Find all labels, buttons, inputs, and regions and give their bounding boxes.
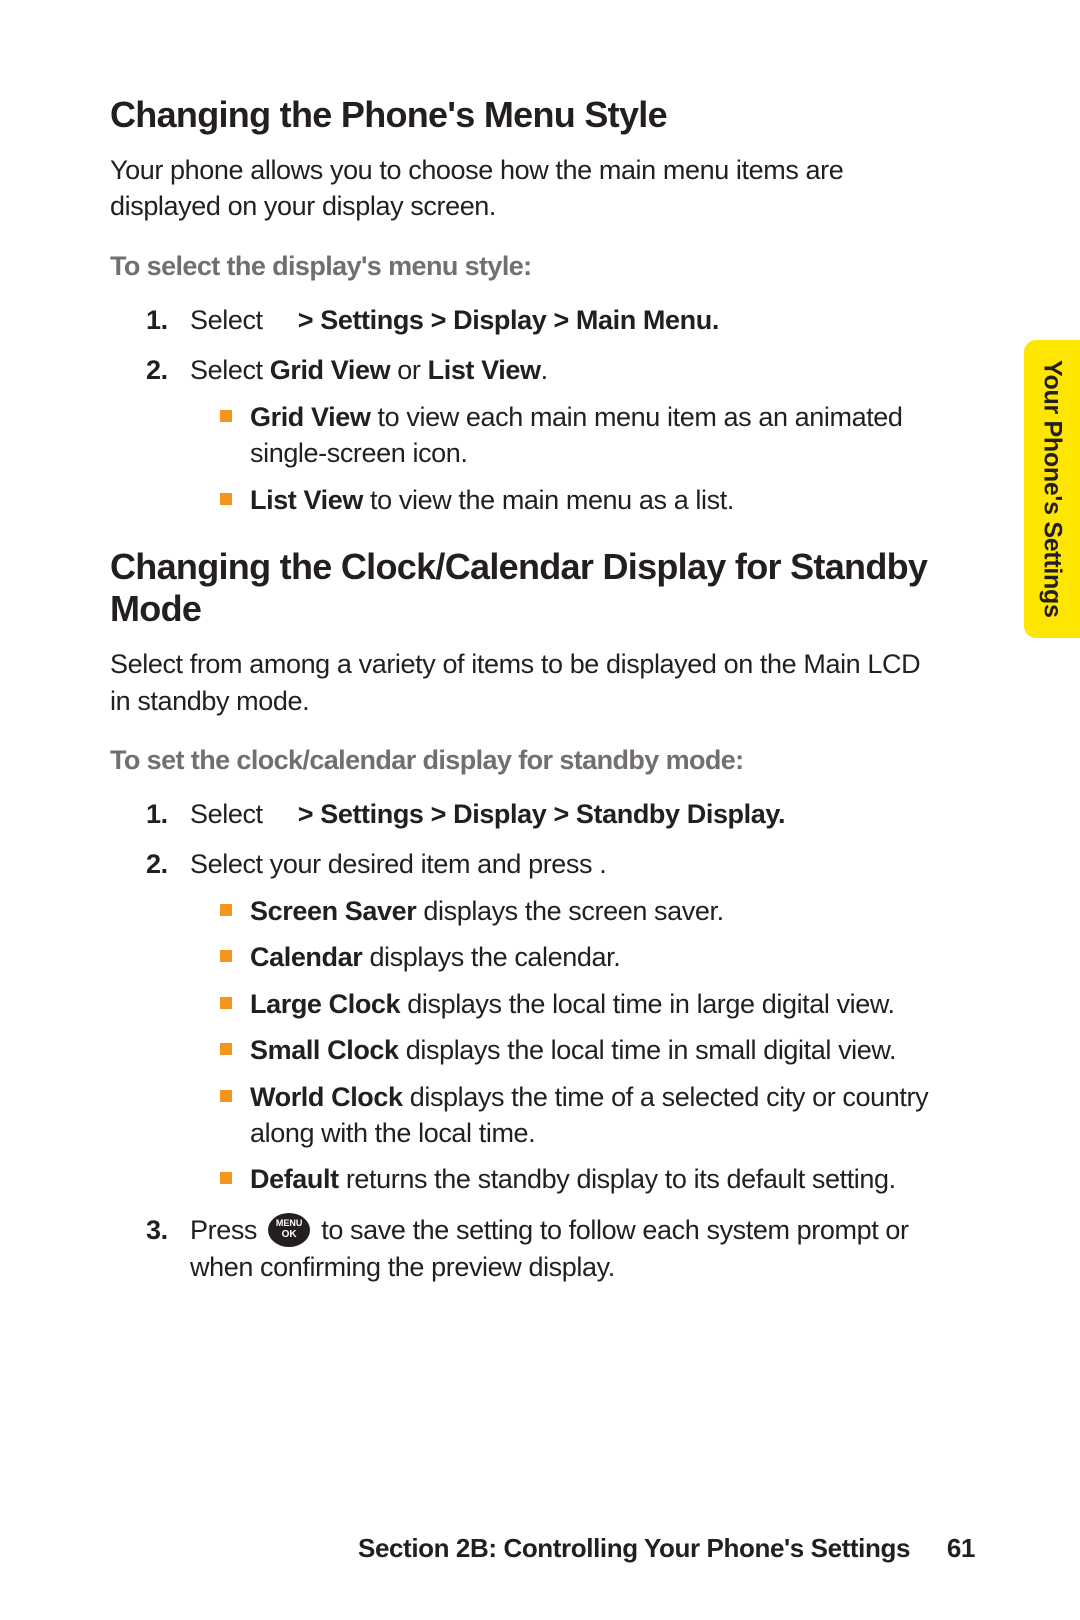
bullet-listview: List View to view the main menu as a lis… — [220, 482, 976, 518]
nav-path-standby-display: > Settings > Display > Standby Display. — [298, 799, 785, 829]
side-tab-label: Your Phone's Settings — [1038, 360, 1067, 618]
cc-step-2-text: Select your desired item and press . — [190, 849, 606, 879]
bullet-list-standby: Screen Saver displays the screen saver. … — [220, 893, 976, 1198]
cc-step-3: Press MENUOK to save the setting to foll… — [146, 1212, 976, 1285]
footer-label: Section 2B: Controlling Your Phone's Set… — [358, 1533, 910, 1563]
bullet-gridview: Grid View to view each main menu item as… — [220, 399, 976, 472]
intro-menu-style: Your phone allows you to choose how the … — [110, 152, 940, 225]
page-number: 61 — [947, 1533, 975, 1563]
bullet-largeclock: Large Clock displays the local time in l… — [220, 986, 976, 1022]
subhead-clock-calendar: To set the clock/calendar display for st… — [110, 745, 990, 776]
bullet-smallclock: Small Clock displays the local time in s… — [220, 1032, 976, 1068]
heading-menu-style: Changing the Phone's Menu Style — [110, 94, 990, 136]
cc-step-1: Select > Settings > Display > Standby Di… — [146, 796, 976, 832]
cc-step-1-prefix: Select — [190, 799, 263, 829]
gridview-label: Grid View — [270, 355, 390, 385]
step-2: Select Grid View or List View. Grid View… — [146, 352, 976, 518]
bullet-screensaver: Screen Saver displays the screen saver. — [220, 893, 976, 929]
page-footer: Section 2B: Controlling Your Phone's Set… — [358, 1533, 975, 1564]
subhead-menu-style: To select the display's menu style: — [110, 251, 990, 282]
listview-label: List View — [428, 355, 541, 385]
step-1-prefix: Select — [190, 305, 263, 335]
cc-step-3-a: Press — [190, 1215, 264, 1245]
intro-clock-calendar: Select from among a variety of items to … — [110, 646, 940, 719]
bullet-list-menu-style: Grid View to view each main menu item as… — [220, 399, 976, 518]
nav-path-main-menu: > Settings > Display > Main Menu. — [298, 305, 719, 335]
steps-clock-calendar: Select > Settings > Display > Standby Di… — [146, 796, 976, 1285]
side-tab: Your Phone's Settings — [1024, 340, 1080, 638]
bullet-calendar: Calendar displays the calendar. — [220, 939, 976, 975]
heading-clock-calendar: Changing the Clock/Calendar Display for … — [110, 546, 990, 630]
bullet-worldclock: World Clock displays the time of a selec… — [220, 1079, 976, 1152]
steps-menu-style: Select > Settings > Display > Main Menu.… — [146, 302, 976, 518]
step-1: Select > Settings > Display > Main Menu. — [146, 302, 976, 338]
cc-step-2: Select your desired item and press . Scr… — [146, 846, 976, 1198]
bullet-default: Default returns the standby display to i… — [220, 1161, 976, 1197]
menu-ok-icon: MENUOK — [268, 1213, 310, 1247]
step-2-prefix: Select — [190, 355, 270, 385]
